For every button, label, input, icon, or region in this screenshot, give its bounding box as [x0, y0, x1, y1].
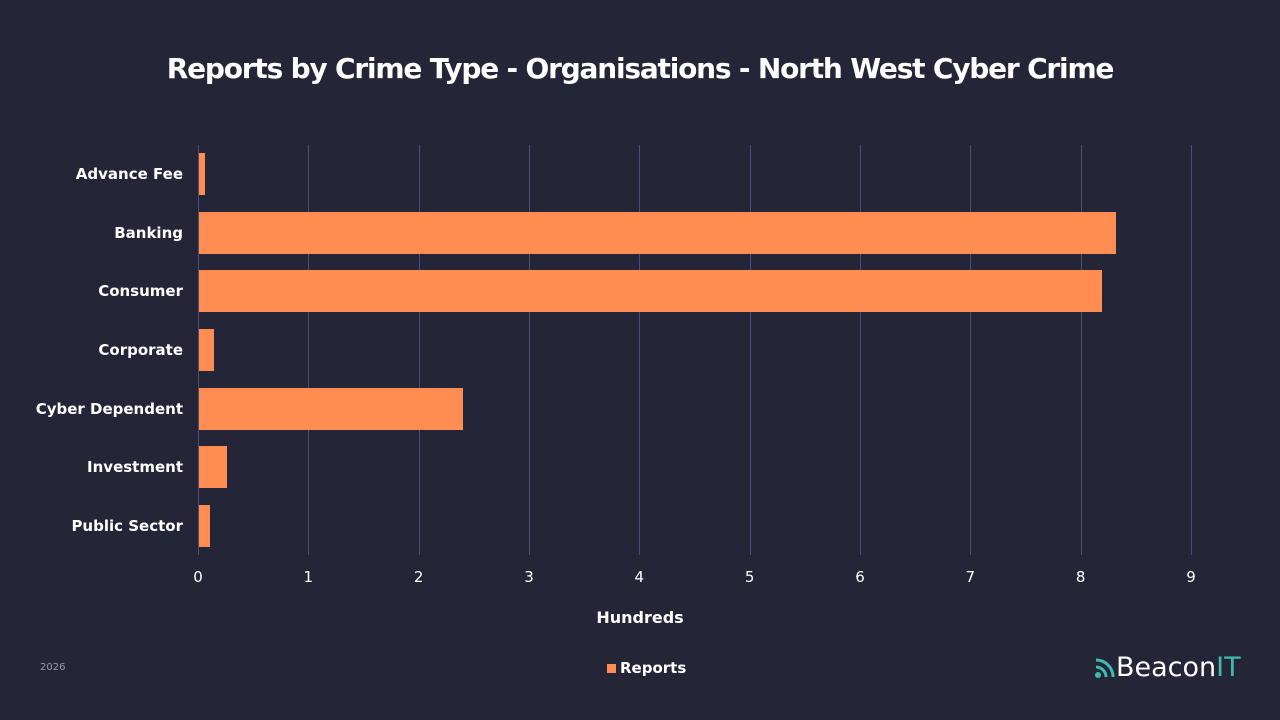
x-tick-label: 5 [744, 568, 755, 586]
gridline [749, 145, 751, 555]
x-tick-label: 2 [413, 568, 424, 586]
gridline [418, 145, 420, 555]
x-tick-label: 8 [1075, 568, 1086, 586]
gridline [198, 145, 199, 555]
x-tick-label: 3 [524, 568, 534, 586]
footer-year: 2026 [40, 662, 66, 673]
category-label: Corporate [98, 341, 183, 359]
bar[interactable] [199, 153, 205, 196]
category-label: Consumer [98, 282, 183, 301]
category-label: Advance Fee [75, 165, 183, 184]
bar[interactable] [199, 504, 211, 547]
brand-logo: Beacon IT [1094, 652, 1241, 683]
x-axis-label: Hundreds [596, 608, 684, 627]
gridline [529, 145, 530, 555]
x-tick-label: 1 [303, 568, 314, 586]
gridline [970, 145, 972, 555]
x-tick-label: 0 [193, 568, 203, 586]
brand-accent: IT [1216, 652, 1241, 683]
gridline [1191, 145, 1192, 555]
bar[interactable] [199, 446, 227, 489]
x-tick-label: 6 [855, 568, 865, 586]
bar[interactable] [199, 387, 463, 430]
category-label: Public Sector [71, 516, 183, 535]
category-label: Banking [114, 223, 183, 242]
bar[interactable] [199, 329, 215, 371]
x-tick-label: 9 [1186, 568, 1196, 586]
gridline [639, 145, 641, 555]
chart-title: Reports by Crime Type - Organisations - … [166, 52, 1115, 85]
legend-label: Reports [620, 659, 687, 677]
x-tick-label: 7 [965, 568, 976, 586]
bar[interactable] [199, 270, 1102, 313]
gridline [1080, 145, 1082, 555]
brand-name: Beacon [1116, 652, 1217, 683]
bar[interactable] [199, 211, 1116, 254]
legend-swatch [607, 663, 616, 673]
plot-area [198, 145, 1192, 555]
gridline [308, 145, 310, 555]
legend: Reports [607, 659, 686, 677]
category-label: Investment [87, 458, 183, 477]
category-label: Cyber Dependent [35, 399, 183, 418]
gridline [860, 145, 861, 555]
x-tick-label: 4 [634, 568, 645, 586]
signal-icon [1095, 658, 1115, 678]
